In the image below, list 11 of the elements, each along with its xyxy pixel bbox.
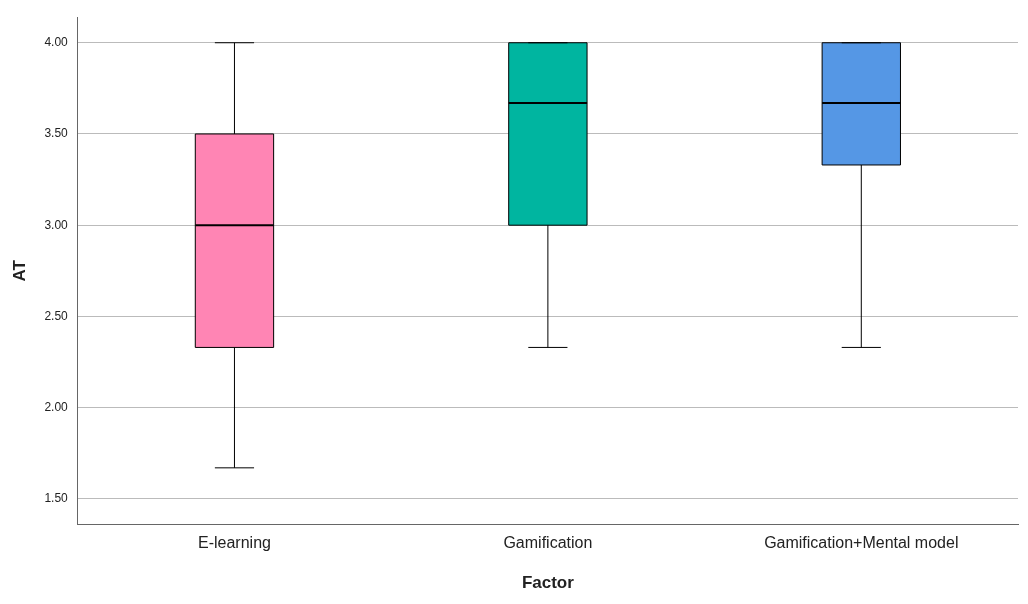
y-tick-label: 3.50	[44, 126, 69, 141]
y-tick-label: 2.00	[44, 399, 69, 414]
x-tick-label: E-learning	[197, 534, 271, 552]
y-axis-title: AT	[9, 259, 29, 282]
y-tick-label: 4.00	[44, 35, 69, 50]
x-axis-title: Factor	[521, 573, 575, 593]
x-tick-label: Gamification	[503, 534, 593, 552]
y-tick-label: 2.50	[44, 308, 69, 323]
x-tick-label: Gamification+Mental model	[764, 534, 959, 552]
y-tick-label: 1.50	[44, 491, 69, 506]
y-tick-label: 3.00	[44, 217, 69, 232]
